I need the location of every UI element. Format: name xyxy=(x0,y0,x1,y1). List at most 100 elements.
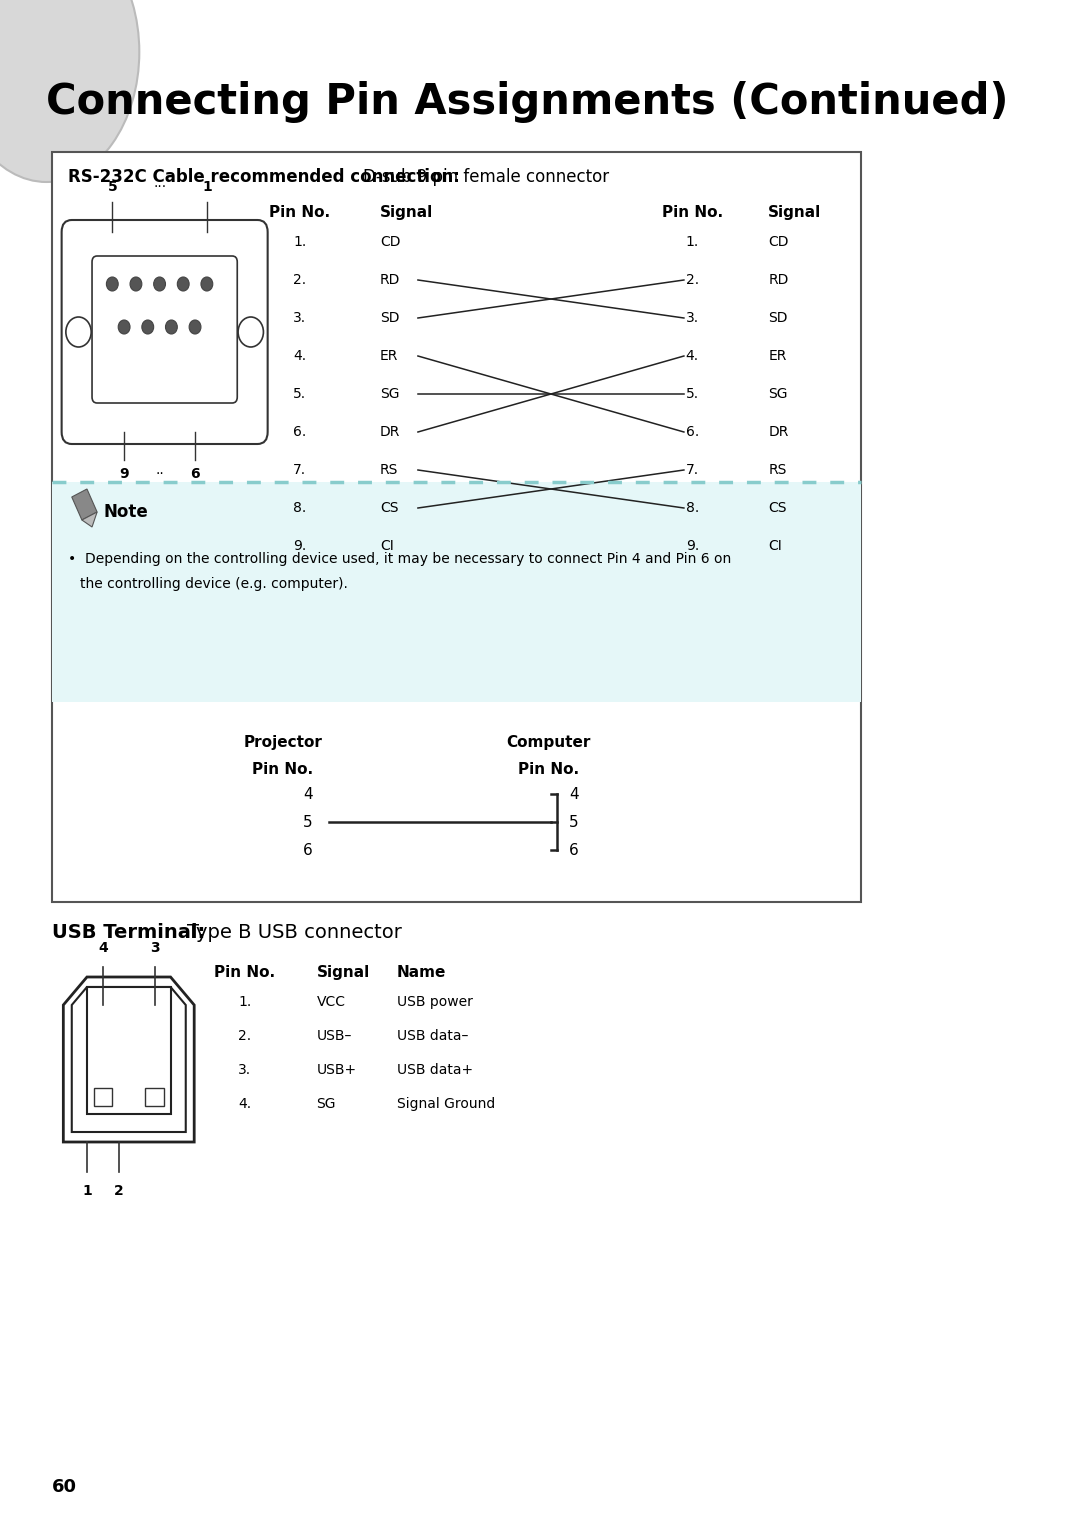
Polygon shape xyxy=(71,489,97,519)
Bar xyxy=(145,1088,164,1106)
Text: 6: 6 xyxy=(303,843,313,858)
Text: 2: 2 xyxy=(114,1184,124,1198)
Text: 1.: 1. xyxy=(239,994,252,1010)
Text: USB data–: USB data– xyxy=(396,1030,469,1043)
Text: the controlling device (e.g. computer).: the controlling device (e.g. computer). xyxy=(80,578,348,591)
Text: Pin No.: Pin No. xyxy=(518,761,579,777)
Text: CD: CD xyxy=(380,234,401,250)
Text: Pin No.: Pin No. xyxy=(269,204,330,219)
Text: Note: Note xyxy=(104,502,149,521)
Text: 8.: 8. xyxy=(686,501,699,515)
FancyBboxPatch shape xyxy=(62,221,268,444)
Text: 3.: 3. xyxy=(239,1063,252,1077)
Text: 1.: 1. xyxy=(686,234,699,250)
Polygon shape xyxy=(64,977,194,1141)
Text: Pin No.: Pin No. xyxy=(662,204,723,219)
Text: Pin No.: Pin No. xyxy=(214,965,275,979)
Circle shape xyxy=(238,317,264,348)
Circle shape xyxy=(189,320,201,334)
Text: 8.: 8. xyxy=(293,501,307,515)
Text: 7.: 7. xyxy=(686,463,699,476)
Text: SD: SD xyxy=(380,311,400,325)
Text: 4.: 4. xyxy=(686,349,699,363)
Text: Type B USB connector: Type B USB connector xyxy=(188,922,403,942)
Text: DR: DR xyxy=(380,424,401,440)
Ellipse shape xyxy=(0,0,139,182)
Text: 4.: 4. xyxy=(293,349,307,363)
Text: CD: CD xyxy=(768,234,788,250)
Text: ···: ··· xyxy=(153,179,166,195)
Text: VCC: VCC xyxy=(316,994,346,1010)
Text: Signal: Signal xyxy=(768,204,822,219)
Text: RD: RD xyxy=(380,273,401,286)
Text: 3: 3 xyxy=(150,941,160,954)
Bar xyxy=(94,1088,112,1106)
Text: 5.: 5. xyxy=(686,388,699,401)
Text: Computer: Computer xyxy=(507,734,591,749)
Text: SG: SG xyxy=(768,388,787,401)
Circle shape xyxy=(66,317,91,348)
Circle shape xyxy=(177,277,189,291)
Text: Pin No.: Pin No. xyxy=(253,761,313,777)
Text: 5.: 5. xyxy=(293,388,307,401)
Text: SD: SD xyxy=(768,311,787,325)
Circle shape xyxy=(201,277,213,291)
Text: ··: ·· xyxy=(156,467,164,481)
Text: 9: 9 xyxy=(119,467,129,481)
Text: Name: Name xyxy=(396,965,446,979)
Polygon shape xyxy=(71,987,186,1132)
Text: 3.: 3. xyxy=(293,311,307,325)
Text: 4: 4 xyxy=(303,786,313,801)
Text: 6: 6 xyxy=(569,843,579,858)
Text: 1.: 1. xyxy=(293,234,307,250)
Text: USB power: USB power xyxy=(396,994,473,1010)
Text: 7.: 7. xyxy=(293,463,307,476)
Text: RS: RS xyxy=(768,463,786,476)
Text: Signal: Signal xyxy=(316,965,369,979)
Text: 2.: 2. xyxy=(686,273,699,286)
Text: 3.: 3. xyxy=(686,311,699,325)
Text: USB+: USB+ xyxy=(316,1063,356,1077)
Text: 6: 6 xyxy=(190,467,200,481)
Text: CI: CI xyxy=(768,539,782,553)
Text: D-sub 9 pin female connector: D-sub 9 pin female connector xyxy=(363,169,609,185)
Text: USB Terminal:: USB Terminal: xyxy=(52,922,205,942)
Text: 6.: 6. xyxy=(293,424,307,440)
Circle shape xyxy=(153,277,165,291)
Text: 4: 4 xyxy=(98,941,108,954)
Text: Signal Ground: Signal Ground xyxy=(396,1097,495,1111)
Text: 60: 60 xyxy=(52,1478,78,1497)
Text: ER: ER xyxy=(380,349,399,363)
Text: CS: CS xyxy=(380,501,399,515)
Text: Projector: Projector xyxy=(243,734,322,749)
Text: USB–: USB– xyxy=(316,1030,352,1043)
Text: CI: CI xyxy=(380,539,394,553)
Text: SG: SG xyxy=(380,388,400,401)
Text: DR: DR xyxy=(768,424,788,440)
Text: USB data+: USB data+ xyxy=(396,1063,473,1077)
Text: 4: 4 xyxy=(569,786,579,801)
Text: 4.: 4. xyxy=(239,1097,252,1111)
Text: 5: 5 xyxy=(107,179,117,195)
Text: 2.: 2. xyxy=(239,1030,252,1043)
Text: 1: 1 xyxy=(82,1184,92,1198)
Text: 9.: 9. xyxy=(293,539,307,553)
Text: •  Depending on the controlling device used, it may be necessary to connect Pin : • Depending on the controlling device us… xyxy=(68,552,731,565)
Text: CS: CS xyxy=(768,501,787,515)
Text: 2.: 2. xyxy=(293,273,307,286)
Text: RD: RD xyxy=(768,273,788,286)
Text: 1: 1 xyxy=(202,179,212,195)
Text: RS: RS xyxy=(380,463,399,476)
Bar xyxy=(52,483,861,702)
Circle shape xyxy=(107,277,118,291)
Text: 5: 5 xyxy=(303,815,313,829)
Text: Connecting Pin Assignments (Continued): Connecting Pin Assignments (Continued) xyxy=(46,81,1009,123)
Polygon shape xyxy=(82,512,97,527)
Text: 9.: 9. xyxy=(686,539,699,553)
Text: SG: SG xyxy=(316,1097,336,1111)
Text: 5: 5 xyxy=(569,815,579,829)
Circle shape xyxy=(165,320,177,334)
Bar xyxy=(52,152,861,902)
Text: Signal: Signal xyxy=(380,204,433,219)
Text: RS-232C Cable recommended connection:: RS-232C Cable recommended connection: xyxy=(68,169,459,185)
